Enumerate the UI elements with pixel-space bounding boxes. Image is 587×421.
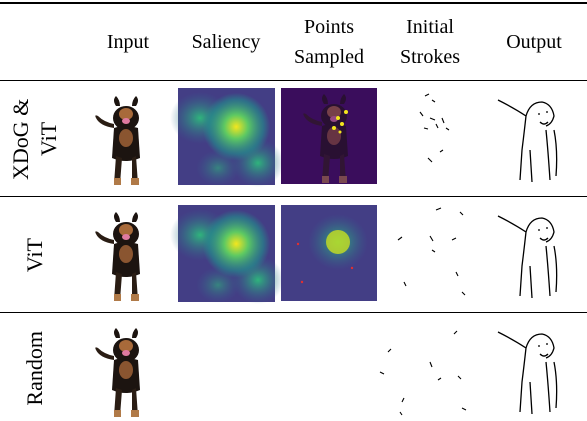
row-rule	[0, 196, 587, 197]
strokes	[379, 93, 467, 416]
column-header: Initial Strokes	[400, 16, 460, 68]
header-rule	[0, 80, 587, 81]
top-rule	[0, 2, 587, 4]
points-image	[281, 88, 377, 301]
column-header: Points Sampled	[294, 16, 364, 68]
column-header: Output	[506, 31, 562, 53]
column-header: Input	[106, 31, 150, 53]
column-header: Saliency	[191, 31, 261, 53]
row-rule	[0, 312, 587, 313]
